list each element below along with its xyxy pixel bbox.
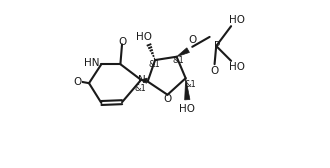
Text: HO: HO: [229, 15, 245, 25]
Text: O: O: [210, 66, 218, 76]
Text: HO: HO: [229, 62, 245, 72]
Text: O: O: [118, 37, 126, 47]
Text: &1: &1: [184, 80, 196, 89]
Polygon shape: [141, 78, 147, 83]
Polygon shape: [185, 78, 190, 100]
Text: O: O: [163, 94, 171, 104]
Text: O: O: [189, 35, 197, 45]
Text: O: O: [74, 76, 82, 87]
Text: HN: HN: [84, 57, 100, 68]
Text: HO: HO: [179, 104, 195, 114]
Text: &1: &1: [135, 84, 147, 93]
Text: HO: HO: [136, 32, 152, 42]
Text: P: P: [214, 40, 220, 51]
Text: &1: &1: [173, 56, 184, 65]
Polygon shape: [177, 48, 189, 57]
Text: N: N: [138, 75, 146, 85]
Text: &1: &1: [148, 60, 160, 69]
